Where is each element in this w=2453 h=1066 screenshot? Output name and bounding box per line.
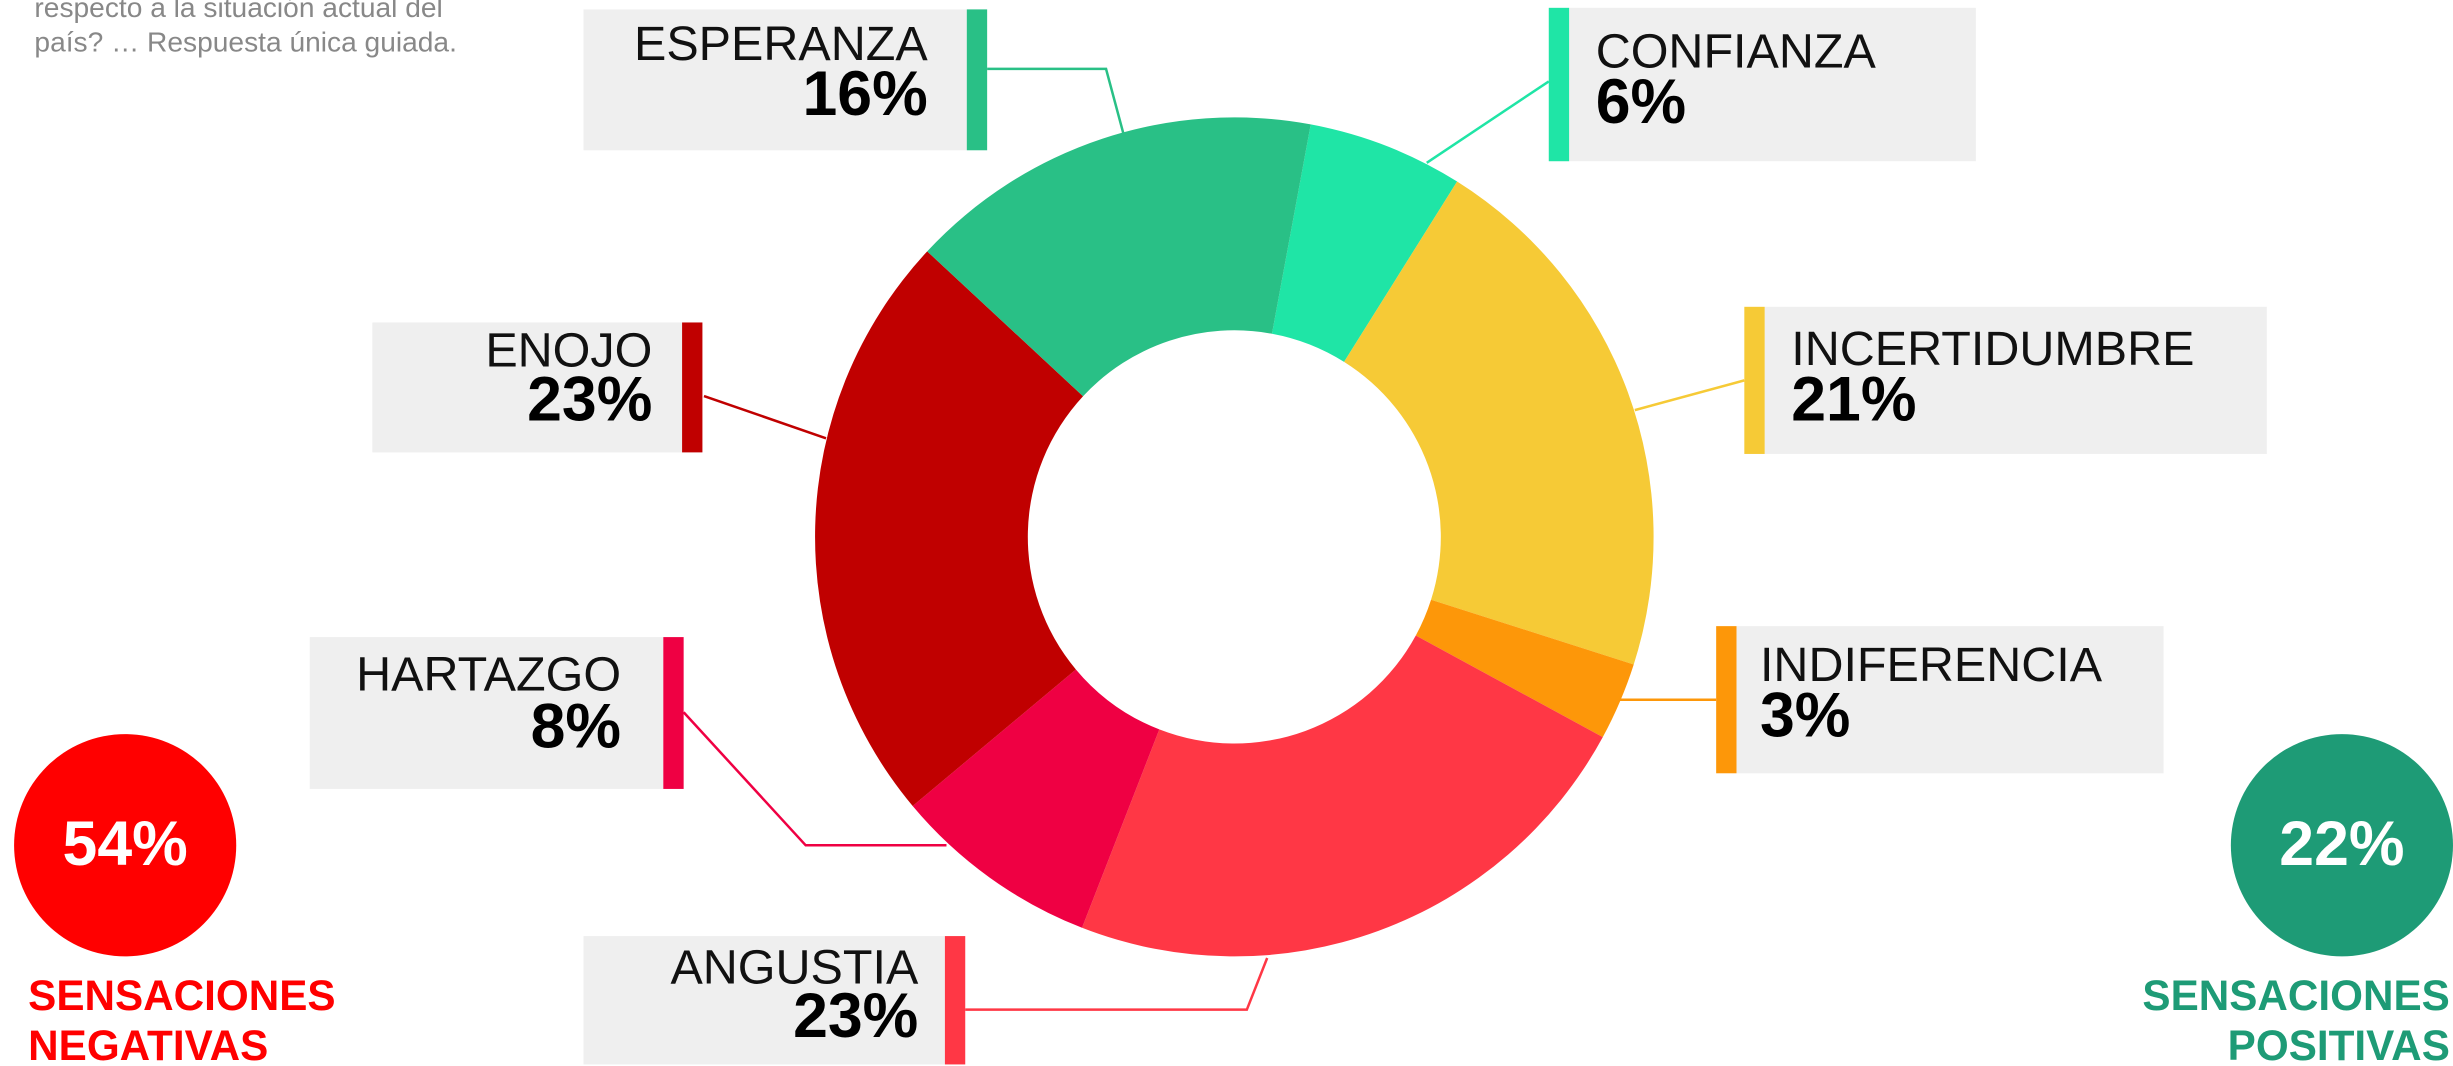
label-bar (1548, 7, 1570, 162)
label-bar (1716, 626, 1737, 774)
leader-line (682, 711, 947, 847)
label-bar (944, 936, 966, 1065)
value-label: 16% (802, 59, 927, 129)
label-box (583, 9, 967, 151)
label-bar (1744, 306, 1765, 454)
value-label: 3% (1760, 681, 1850, 751)
donut-slice (1415, 599, 1634, 738)
category-label: HARTAZGO (356, 648, 621, 702)
label-bar (682, 322, 703, 453)
donut-slice (1271, 124, 1458, 362)
donut-slice (1082, 635, 1603, 957)
category-label: INDIFERENCIA (1760, 638, 2103, 692)
label-box (583, 936, 945, 1065)
category-label: INCERTIDUMBRE (1791, 322, 2194, 376)
label-box (372, 322, 683, 453)
label-box (1736, 626, 2164, 774)
label-box (309, 637, 664, 789)
subtitle: respecto a la situación actual del (34, 0, 442, 23)
summary-label: SENSACIONES (28, 972, 335, 1019)
leader-line (987, 67, 1125, 134)
value-label: 6% (1596, 67, 1686, 137)
leader-line (1634, 379, 1745, 412)
donut-slice (912, 669, 1160, 928)
summary-value: 54% (63, 809, 188, 879)
value-label: 23% (527, 364, 652, 434)
donut-slice (1344, 181, 1654, 665)
leader-line (703, 394, 827, 440)
category-label: ESPERANZA (634, 17, 928, 71)
label-box (1569, 7, 1976, 162)
donut-slice (927, 117, 1311, 397)
leader-line (1426, 80, 1550, 164)
leader-line (965, 957, 1269, 1011)
value-label: 21% (1791, 364, 1916, 434)
summary-circle (14, 734, 237, 957)
label-bar (966, 9, 988, 151)
subtitle: país? … Respuesta única guiada. (34, 26, 456, 57)
value-label: 23% (793, 981, 918, 1051)
label-box (1764, 306, 2267, 454)
category-label: CONFIANZA (1596, 25, 1877, 79)
summary-value: 22% (2279, 809, 2404, 879)
summary-circle (2230, 734, 2453, 957)
summary-label: POSITIVAS (2228, 1022, 2450, 1066)
label-bar (663, 637, 684, 789)
category-label: ENOJO (485, 324, 652, 378)
donut-slice (815, 251, 1084, 807)
value-label: 8% (531, 692, 621, 762)
summary-label: NEGATIVAS (28, 1022, 268, 1066)
category-label: ANGUSTIA (670, 940, 919, 994)
summary-label: SENSACIONES (2142, 972, 2449, 1019)
